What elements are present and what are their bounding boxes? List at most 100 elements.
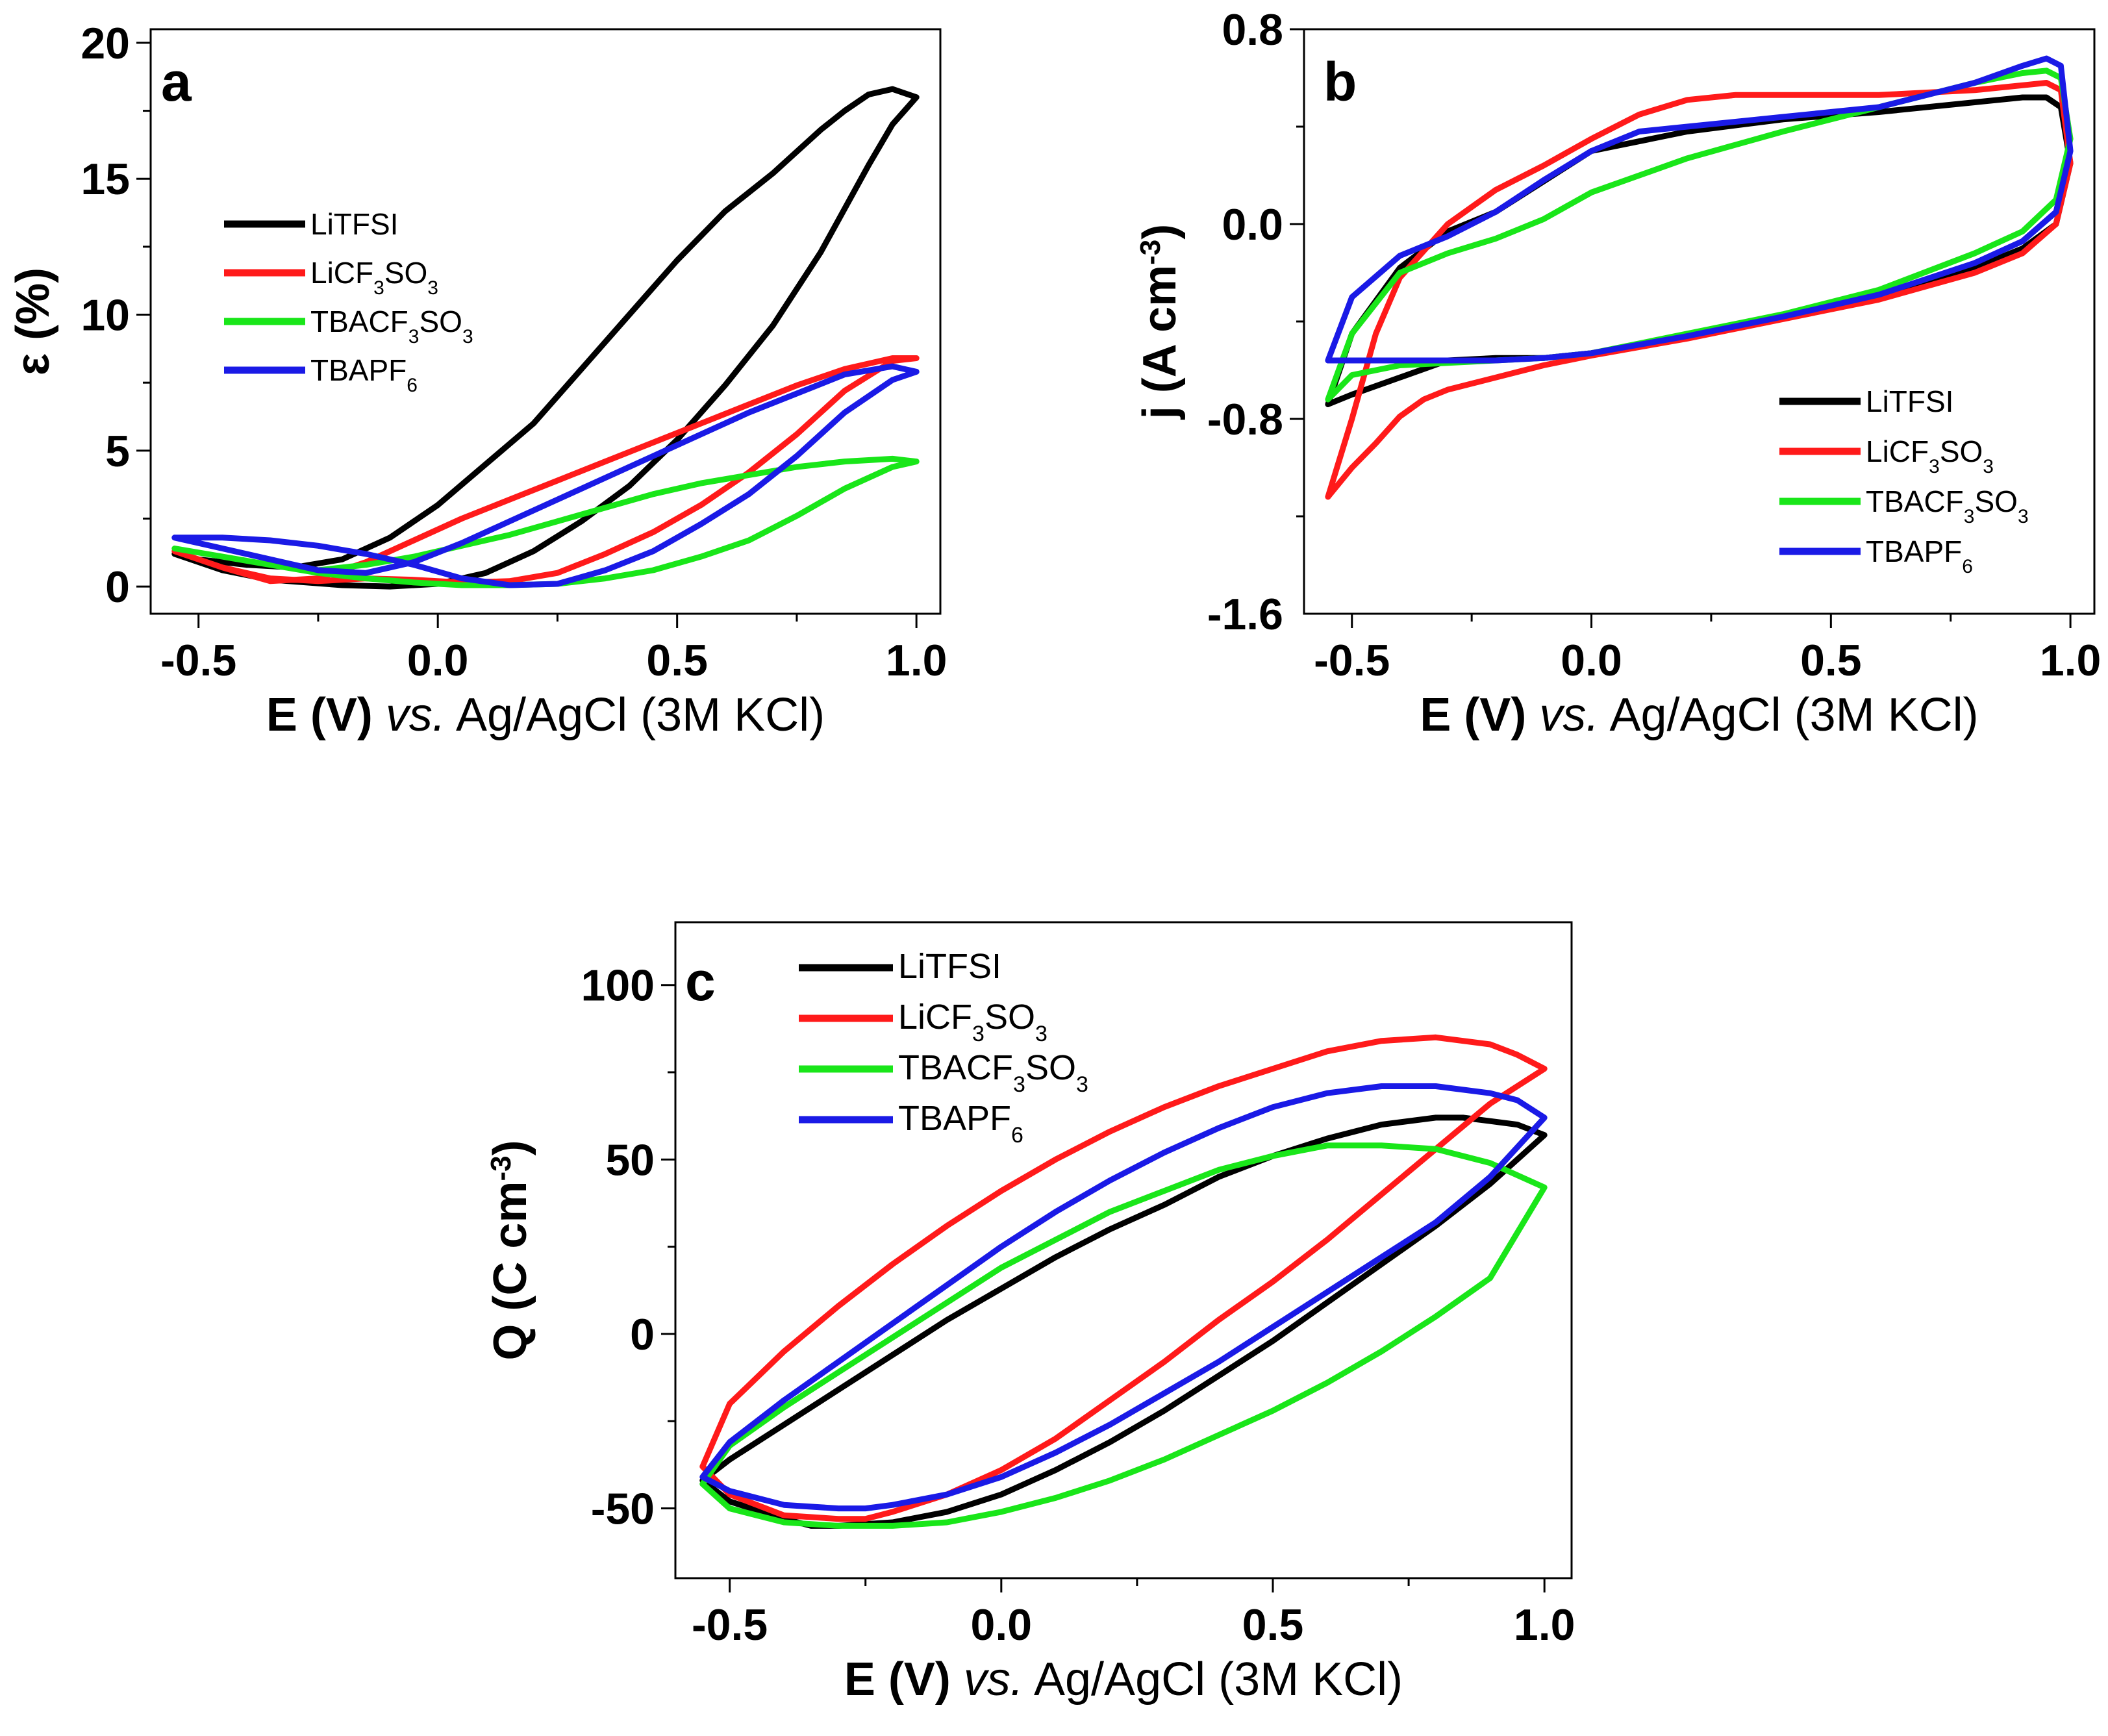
legend-label: TBAPF6 xyxy=(1866,535,1973,577)
x-tick-label: -0.5 xyxy=(692,1600,768,1650)
text-part: TBACF xyxy=(898,1048,1013,1087)
legend-label: TBAPF6 xyxy=(310,353,418,396)
text-part: 6 xyxy=(1011,1123,1023,1148)
series-line-tbapf6 xyxy=(171,363,920,588)
y-tick-label: -0.8 xyxy=(1207,395,1283,444)
series-line-licf3so3 xyxy=(699,1034,1548,1522)
text-part: -3 xyxy=(485,1155,517,1181)
text-part: LiCF xyxy=(898,998,972,1037)
text-part: Ag/AgCl (3M KCl) xyxy=(1023,1654,1403,1705)
panel-c: -0.5 0.0 0.5 1.0 -50 0 50 100 E (V) vs. Ag/AgCl … xyxy=(484,921,1575,1705)
panel-a: -0.5 0.0 0.5 1.0 0 5 10 15 20 E (V) vs. Ag/AgCl (… xyxy=(7,19,947,741)
legend-label: LiCF3SO3 xyxy=(1866,434,1994,477)
legend-label: TBACF3SO3 xyxy=(898,1048,1088,1097)
legend-label: LiCF3SO3 xyxy=(898,998,1048,1046)
x-tick-label: 0.0 xyxy=(1561,636,1622,685)
y-tick-label: 0.0 xyxy=(1222,200,1283,249)
text-part: E (V) xyxy=(844,1654,964,1705)
x-tick-label: -0.5 xyxy=(1314,636,1390,685)
legend-label: LiTFSI xyxy=(310,207,398,241)
x-tick-label: 0.0 xyxy=(407,636,469,685)
y-tick-label: 100 xyxy=(581,961,655,1011)
legend-label: TBACF3SO3 xyxy=(310,305,473,347)
x-tick-label: 1.0 xyxy=(886,636,947,685)
y-tick-label: 0 xyxy=(630,1310,655,1359)
text-part: SO xyxy=(1940,434,1983,468)
legend-label: TBACF3SO3 xyxy=(1866,484,2029,527)
series-line-tbacf3so3 xyxy=(171,455,920,588)
x-tick-label: 0.0 xyxy=(971,1600,1033,1650)
text-part: Ag/AgCl (3M KCl) xyxy=(445,689,825,741)
text-part: 3 xyxy=(408,326,420,347)
plot-frame xyxy=(1303,28,2096,615)
series-line-tbapf6 xyxy=(699,1083,1548,1512)
text-part: 3 xyxy=(1983,456,1994,477)
text-part: 6 xyxy=(407,375,418,396)
y-tick-label: 0.8 xyxy=(1222,5,1283,55)
text-part: 6 xyxy=(1962,556,1973,577)
text-part: TBACF xyxy=(310,305,408,338)
text-part: -3 xyxy=(1135,240,1166,265)
text-part: Ag/AgCl (3M KCl) xyxy=(1599,689,1978,741)
text-part: SO xyxy=(1025,1048,1076,1087)
text-part: TBAPF xyxy=(310,353,407,387)
y-tick-label: 0 xyxy=(105,562,130,612)
x-tick-label: -0.5 xyxy=(160,636,236,685)
y-tick-label: 10 xyxy=(81,291,130,340)
text-part: LiTFSI xyxy=(898,947,1001,986)
text-part: E (V) xyxy=(1420,689,1539,741)
y-tick-label: 5 xyxy=(105,427,130,476)
panel-letter: b xyxy=(1324,51,1357,112)
plot-frame xyxy=(149,28,942,615)
text-part: Q (C cm xyxy=(484,1181,536,1361)
panel-letter: c xyxy=(685,951,716,1012)
text-part: 3 xyxy=(1929,456,1940,477)
text-part: 3 xyxy=(462,326,473,347)
text-part: SO xyxy=(419,305,462,338)
x-tick-label: 1.0 xyxy=(1514,1600,1575,1650)
legend-label: TBAPF6 xyxy=(898,1099,1023,1148)
text-part: SO xyxy=(1974,484,2017,518)
text-part: vs. xyxy=(386,689,445,741)
text-part: 3 xyxy=(1964,506,1975,527)
panel-b: -0.5 0.0 0.5 1.0 -1.6 -0.8 0.0 0.8 E (V) vs. Ag/… xyxy=(1134,5,2101,741)
text-part: SO xyxy=(985,998,1035,1037)
text-part: vs. xyxy=(964,1654,1023,1705)
text-part: LiTFSI xyxy=(310,207,398,241)
text-part: vs. xyxy=(1539,689,1599,741)
text-part: 3 xyxy=(2018,506,2029,527)
text-part: 3 xyxy=(427,277,438,299)
text-part: 3 xyxy=(972,1022,985,1046)
x-axis-title: E (V) vs. Ag/AgCl (3M KCl) xyxy=(266,689,825,741)
legend-label: LiTFSI xyxy=(898,947,1001,986)
legend-label: LiTFSI xyxy=(1866,384,1953,418)
y-axis-title: Q (C cm-3) xyxy=(484,1140,536,1360)
text-part: TBAPF xyxy=(898,1099,1011,1138)
text-part: 3 xyxy=(1013,1072,1025,1097)
legend-label: LiCF3SO3 xyxy=(310,256,438,299)
text-part: 3 xyxy=(373,277,384,299)
y-tick-label: 15 xyxy=(81,155,130,204)
x-tick-label: 1.0 xyxy=(2040,636,2102,685)
y-tick-label: 20 xyxy=(81,19,130,68)
y-tick-label: -1.6 xyxy=(1207,590,1283,639)
text-part: SO xyxy=(384,256,427,290)
text-part: j (A cm xyxy=(1134,265,1186,420)
x-tick-label: 0.5 xyxy=(1242,1600,1304,1650)
text-part: 3 xyxy=(1035,1022,1048,1046)
text-part: TBAPF xyxy=(1866,535,1962,568)
plot-frame xyxy=(674,921,1573,1579)
panel-letter: a xyxy=(161,51,192,112)
text-part: ) xyxy=(1134,224,1186,240)
x-axis-title: E (V) vs. Ag/AgCl (3M KCl) xyxy=(1420,689,1978,741)
text-part: E (V) xyxy=(266,689,386,741)
series-line-tbapf6 xyxy=(1325,55,2074,364)
text-part: LiCF xyxy=(1866,434,1929,468)
series-line-tbacf3so3 xyxy=(699,1142,1548,1529)
text-part: 3 xyxy=(1076,1072,1088,1097)
y-axis-title: j (A cm-3) xyxy=(1134,224,1186,420)
x-axis-title: E (V) vs. Ag/AgCl (3M KCl) xyxy=(844,1654,1403,1705)
y-tick-label: 50 xyxy=(605,1135,655,1185)
y-tick-label: -50 xyxy=(591,1485,655,1534)
